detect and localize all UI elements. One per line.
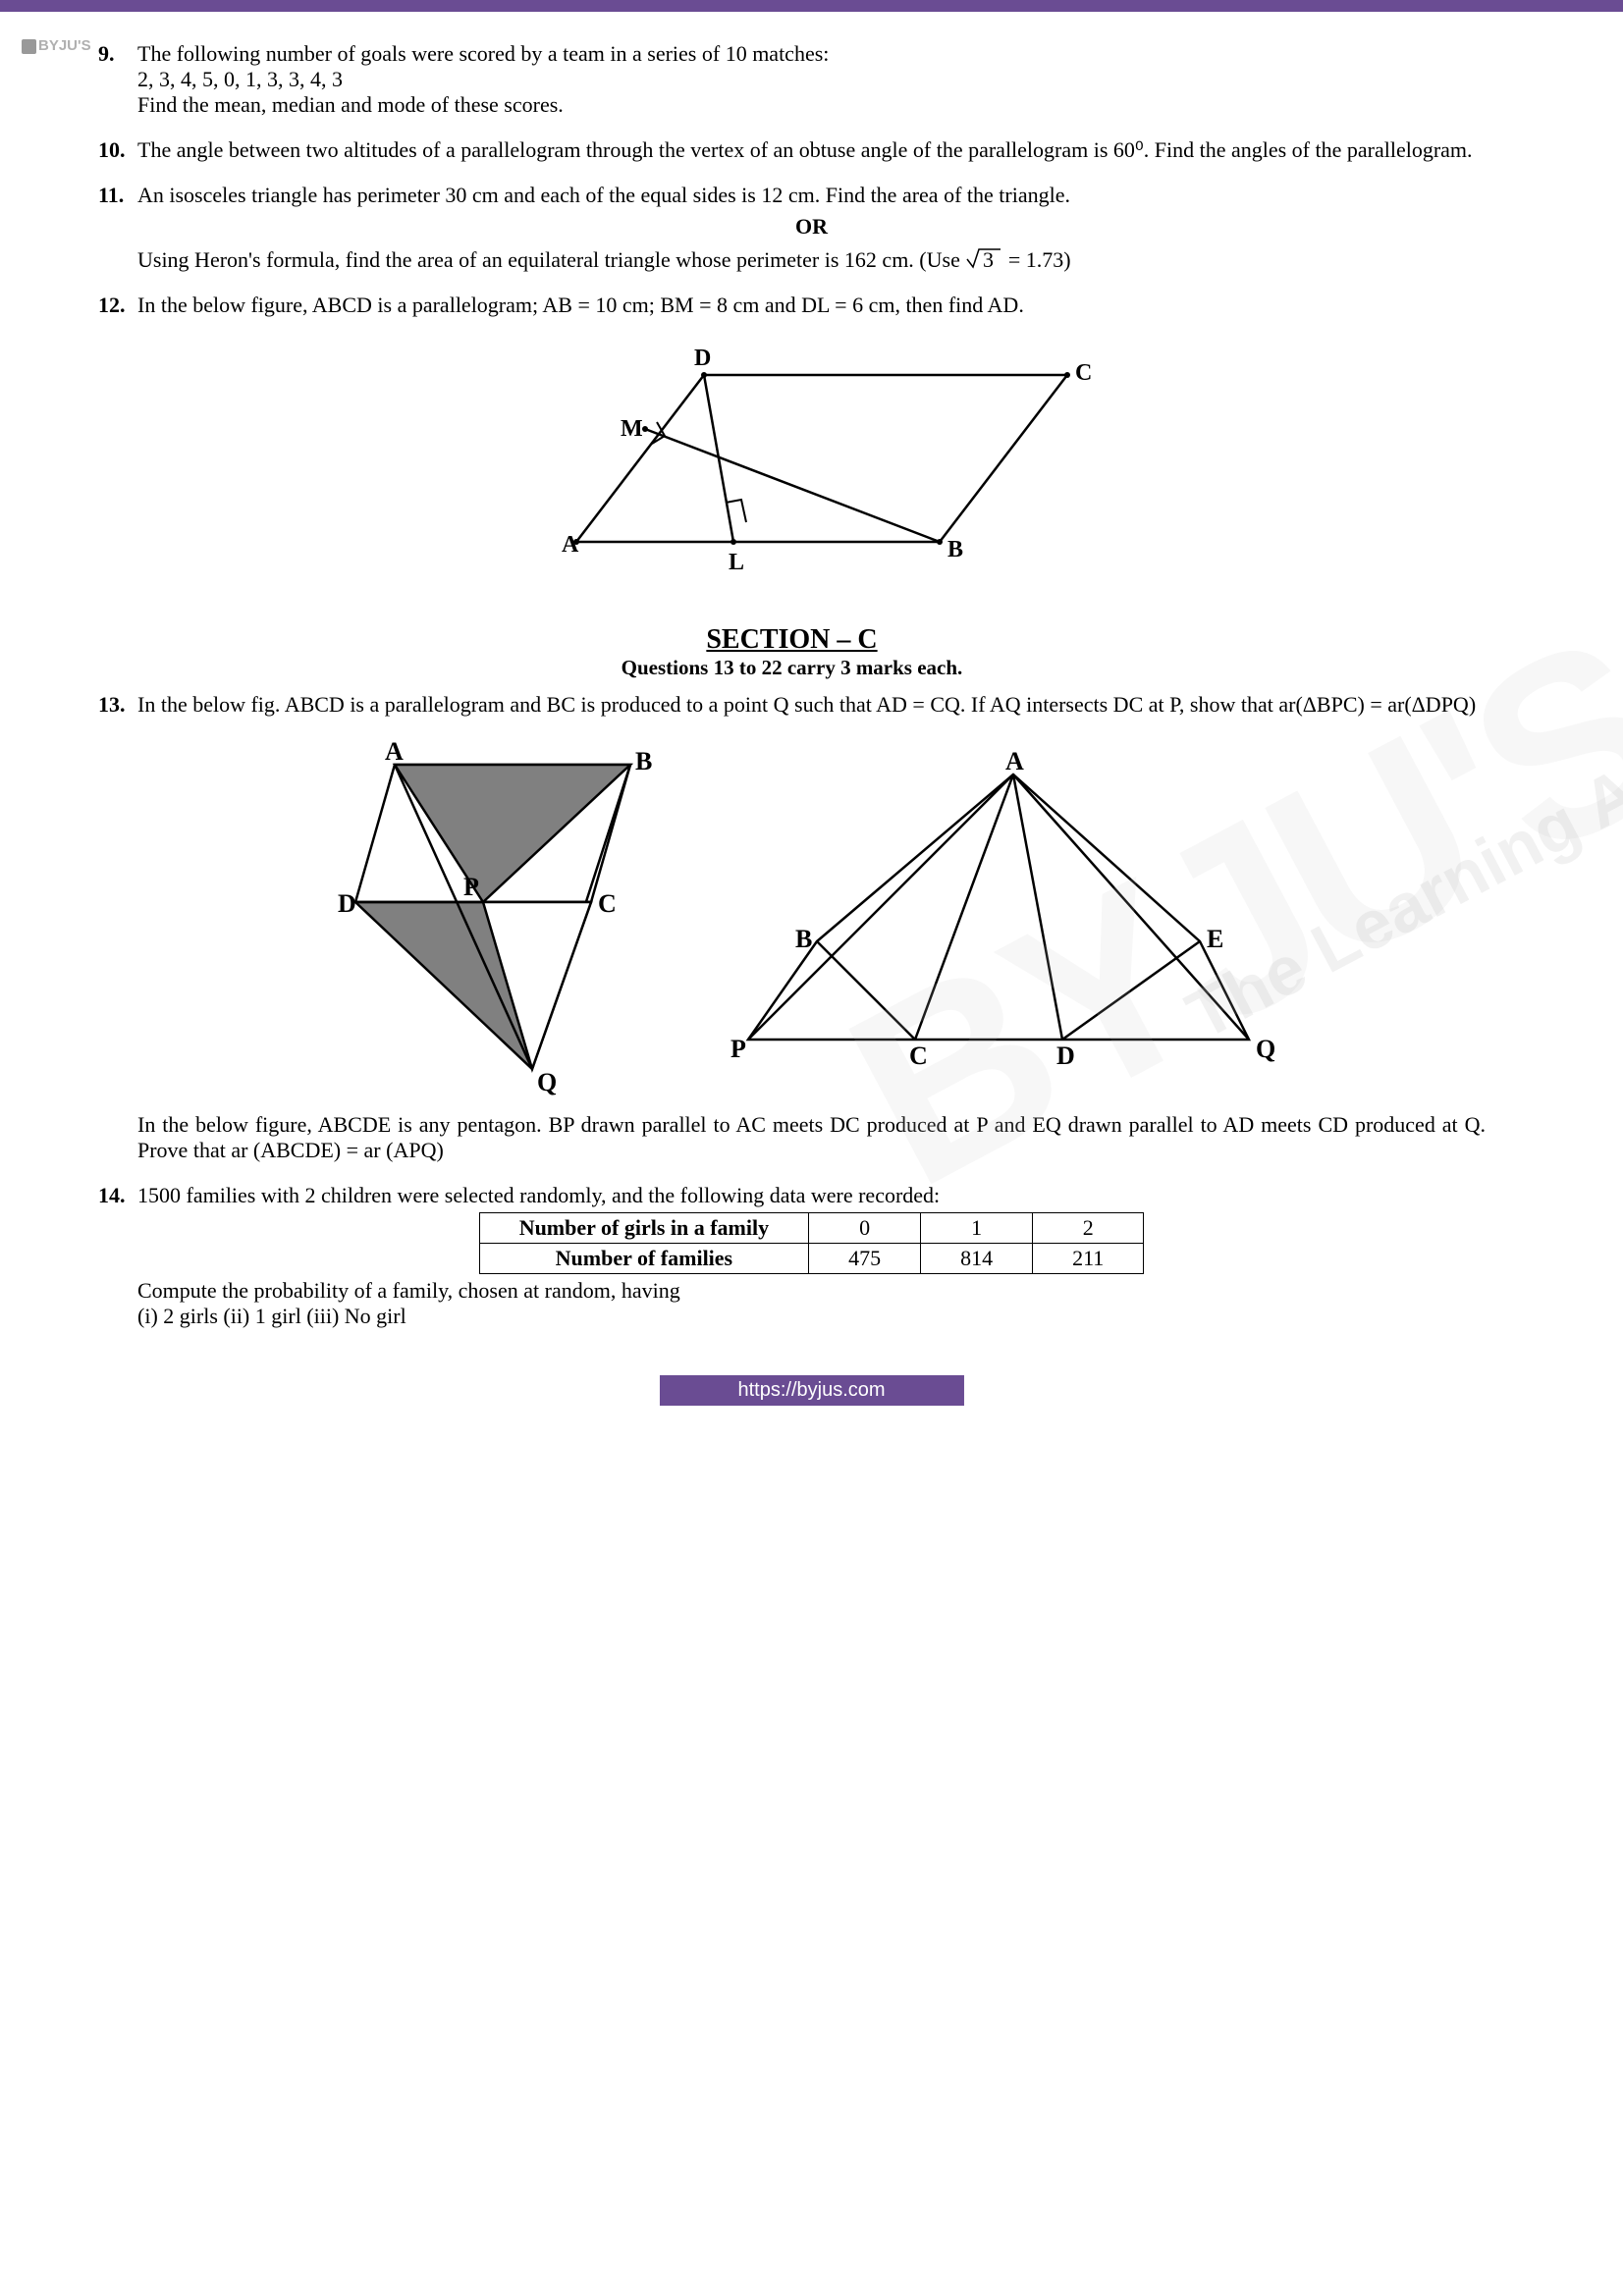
q14-line1: 1500 families with 2 children were selec… — [137, 1183, 1486, 1208]
q9-line3: Find the mean, median and mode of these … — [137, 92, 1486, 118]
question-9: 9. The following number of goals were sc… — [98, 41, 1486, 118]
q13-figure-left: A B C D P Q — [336, 725, 689, 1098]
q12-number: 12. — [98, 293, 137, 605]
q14-line3: (i) 2 girls (ii) 1 girl (iii) No girl — [137, 1304, 1486, 1329]
q14-table: Number of girls in a family 0 1 2 Number… — [479, 1212, 1145, 1274]
svg-text:M: M — [621, 416, 643, 442]
section-c-title: SECTION – C — [98, 624, 1486, 656]
q9-number: 9. — [98, 41, 137, 118]
q14-number: 14. — [98, 1183, 137, 1329]
q12-text: In the below figure, ABCD is a parallelo… — [137, 293, 1486, 318]
q13-line2: In the below figure, ABCDE is any pentag… — [137, 1112, 1486, 1163]
svg-text:Q: Q — [1256, 1035, 1275, 1063]
svg-text:C: C — [1075, 360, 1092, 386]
q11-number: 11. — [98, 183, 137, 273]
svg-text:3: 3 — [983, 247, 994, 271]
q13-number: 13. — [98, 692, 137, 1163]
svg-text:C: C — [909, 1041, 928, 1070]
q14-line2: Compute the probability of a family, cho… — [137, 1278, 1486, 1304]
section-c-sub: Questions 13 to 22 carry 3 marks each. — [98, 656, 1486, 680]
q12-figure: A B C D M L — [498, 326, 1126, 591]
q10-number: 10. — [98, 137, 137, 163]
svg-text:B: B — [635, 747, 652, 775]
question-11: 11. An isosceles triangle has perimeter … — [98, 183, 1486, 273]
q11-line1: An isosceles triangle has perimeter 30 c… — [137, 183, 1486, 208]
question-13: 13. In the below fig. ABCD is a parallel… — [98, 692, 1486, 1163]
question-14: 14. 1500 families with 2 children were s… — [98, 1183, 1486, 1329]
svg-text:Q: Q — [537, 1068, 557, 1096]
q11-or: OR — [137, 214, 1486, 240]
footer-url: https://byjus.com — [659, 1375, 963, 1406]
svg-text:D: D — [1056, 1041, 1075, 1070]
q13-figure-right: A B E P C D Q — [719, 745, 1288, 1079]
q10-text: The angle between two altitudes of a par… — [137, 137, 1486, 163]
svg-text:L: L — [729, 550, 744, 575]
q9-line1: The following number of goals were score… — [137, 41, 1486, 67]
q9-line2: 2, 3, 4, 5, 0, 1, 3, 3, 4, 3 — [137, 67, 1486, 92]
q11-line2: Using Heron's formula, find the area of … — [137, 245, 1486, 273]
svg-text:D: D — [694, 346, 711, 371]
svg-text:P: P — [463, 873, 479, 901]
svg-text:B: B — [947, 537, 963, 562]
svg-text:D: D — [338, 889, 356, 918]
svg-text:A: A — [562, 532, 579, 558]
question-10: 10. The angle between two altitudes of a… — [98, 137, 1486, 163]
svg-text:E: E — [1207, 925, 1223, 953]
question-12: 12. In the below figure, ABCD is a paral… — [98, 293, 1486, 605]
q13-line1: In the below fig. ABCD is a parallelogra… — [137, 692, 1486, 718]
svg-text:B: B — [795, 925, 812, 953]
svg-text:C: C — [598, 889, 617, 918]
svg-text:P: P — [730, 1035, 746, 1063]
logo-watermark: BYJU'S — [22, 37, 91, 54]
svg-text:A: A — [1005, 747, 1024, 775]
svg-text:A: A — [385, 737, 404, 766]
